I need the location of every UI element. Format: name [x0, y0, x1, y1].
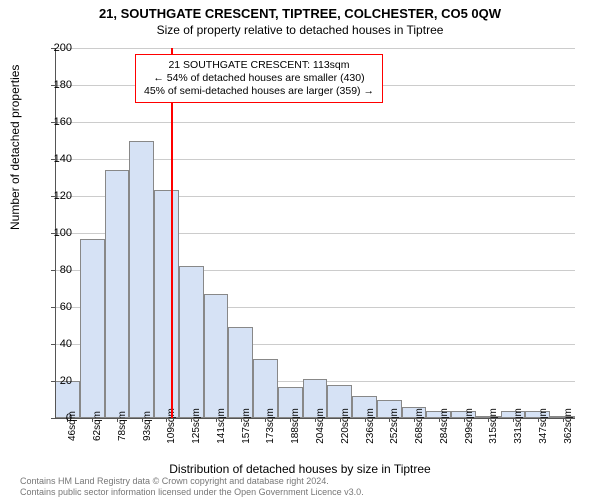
- y-tick-label: 140: [32, 153, 72, 165]
- y-tick-label: 0: [32, 412, 72, 424]
- x-tick-label: 157sqm: [241, 408, 252, 444]
- y-tick-label: 120: [32, 190, 72, 202]
- y-tick-label: 180: [32, 79, 72, 91]
- subtitle: Size of property relative to detached ho…: [0, 21, 600, 37]
- histogram-bar: [204, 294, 229, 418]
- histogram-bar: [80, 239, 105, 418]
- histogram-chart: 46sqm62sqm78sqm93sqm109sqm125sqm141sqm15…: [55, 48, 575, 418]
- x-tick-label: 220sqm: [340, 408, 351, 444]
- x-axis-line: [55, 418, 575, 419]
- page-title: 21, SOUTHGATE CRESCENT, TIPTREE, COLCHES…: [0, 0, 600, 21]
- reference-annotation: 21 SOUTHGATE CRESCENT: 113sqm ← 54% of d…: [135, 54, 383, 103]
- footer-attribution: Contains HM Land Registry data © Crown c…: [20, 476, 364, 498]
- y-tick-label: 40: [32, 338, 72, 350]
- x-tick-label: 141sqm: [216, 408, 227, 444]
- annotation-line: ← 54% of detached houses are smaller (43…: [144, 72, 374, 85]
- x-tick-label: 362sqm: [563, 408, 574, 444]
- x-tick-label: 252sqm: [389, 408, 400, 444]
- x-tick-label: 125sqm: [191, 408, 202, 444]
- histogram-bar: [129, 141, 154, 419]
- x-tick-label: 78sqm: [117, 411, 128, 441]
- footer-line: Contains HM Land Registry data © Crown c…: [20, 476, 364, 487]
- y-tick-label: 200: [32, 42, 72, 54]
- y-tick-label: 100: [32, 227, 72, 239]
- x-tick-label: 299sqm: [464, 408, 475, 444]
- annotation-line: 21 SOUTHGATE CRESCENT: 113sqm: [144, 59, 374, 72]
- x-tick-label: 173sqm: [265, 408, 276, 444]
- x-tick-label: 188sqm: [290, 408, 301, 444]
- grid-line: [55, 122, 575, 123]
- x-tick-label: 347sqm: [538, 408, 549, 444]
- x-tick-label: 62sqm: [92, 411, 103, 441]
- y-tick-label: 80: [32, 264, 72, 276]
- y-tick-label: 160: [32, 116, 72, 128]
- x-tick-label: 268sqm: [414, 408, 425, 444]
- histogram-bar: [154, 190, 179, 418]
- y-axis-title: Number of detached properties: [8, 65, 22, 230]
- histogram-bar: [105, 170, 130, 418]
- x-tick-label: 236sqm: [365, 408, 376, 444]
- x-axis-title: Distribution of detached houses by size …: [0, 462, 600, 476]
- reference-line: [171, 48, 173, 418]
- x-tick-label: 331sqm: [513, 408, 524, 444]
- y-tick-label: 60: [32, 301, 72, 313]
- x-tick-label: 204sqm: [315, 408, 326, 444]
- histogram-bar: [228, 327, 253, 418]
- histogram-bar: [179, 266, 204, 418]
- annotation-line: 45% of semi-detached houses are larger (…: [144, 85, 374, 98]
- grid-line: [55, 48, 575, 49]
- footer-line: Contains public sector information licen…: [20, 487, 364, 498]
- x-tick-label: 284sqm: [439, 408, 450, 444]
- x-tick-label: 315sqm: [488, 408, 499, 444]
- x-tick-label: 93sqm: [142, 411, 153, 441]
- y-tick-label: 20: [32, 375, 72, 387]
